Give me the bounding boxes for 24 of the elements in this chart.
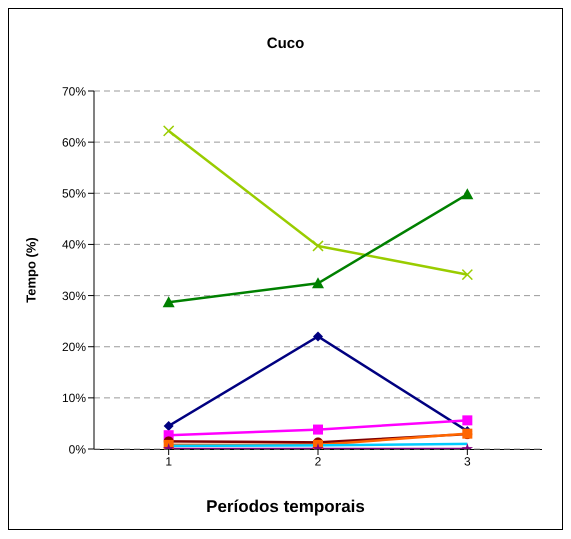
point [162,125,174,137]
y-tick-label: 60% [62,135,86,150]
y-tick-label: 10% [62,391,86,406]
point [462,268,474,280]
point [461,188,474,200]
point [313,424,323,435]
point [313,331,323,342]
x-tick-label: 1 [165,454,172,469]
y-tick-label: 40% [62,238,86,252]
x-axis-title: Períodos temporais [205,497,366,517]
y-tick-label: 0% [68,442,86,456]
y-axis-title: Tempo (%) [24,237,39,303]
x-tick-label: 3 [464,454,471,469]
y-tick-label: 70% [62,84,86,98]
point [164,420,174,431]
point [312,240,324,252]
chart-title: Cuco [266,35,306,52]
point [312,277,324,288]
y-tick-label: 20% [62,340,86,354]
point [162,296,175,308]
point [462,415,472,426]
y-tick-label: 50% [62,186,86,201]
y-tick-label: 30% [62,288,86,303]
x-tick-label: 2 [314,454,322,469]
